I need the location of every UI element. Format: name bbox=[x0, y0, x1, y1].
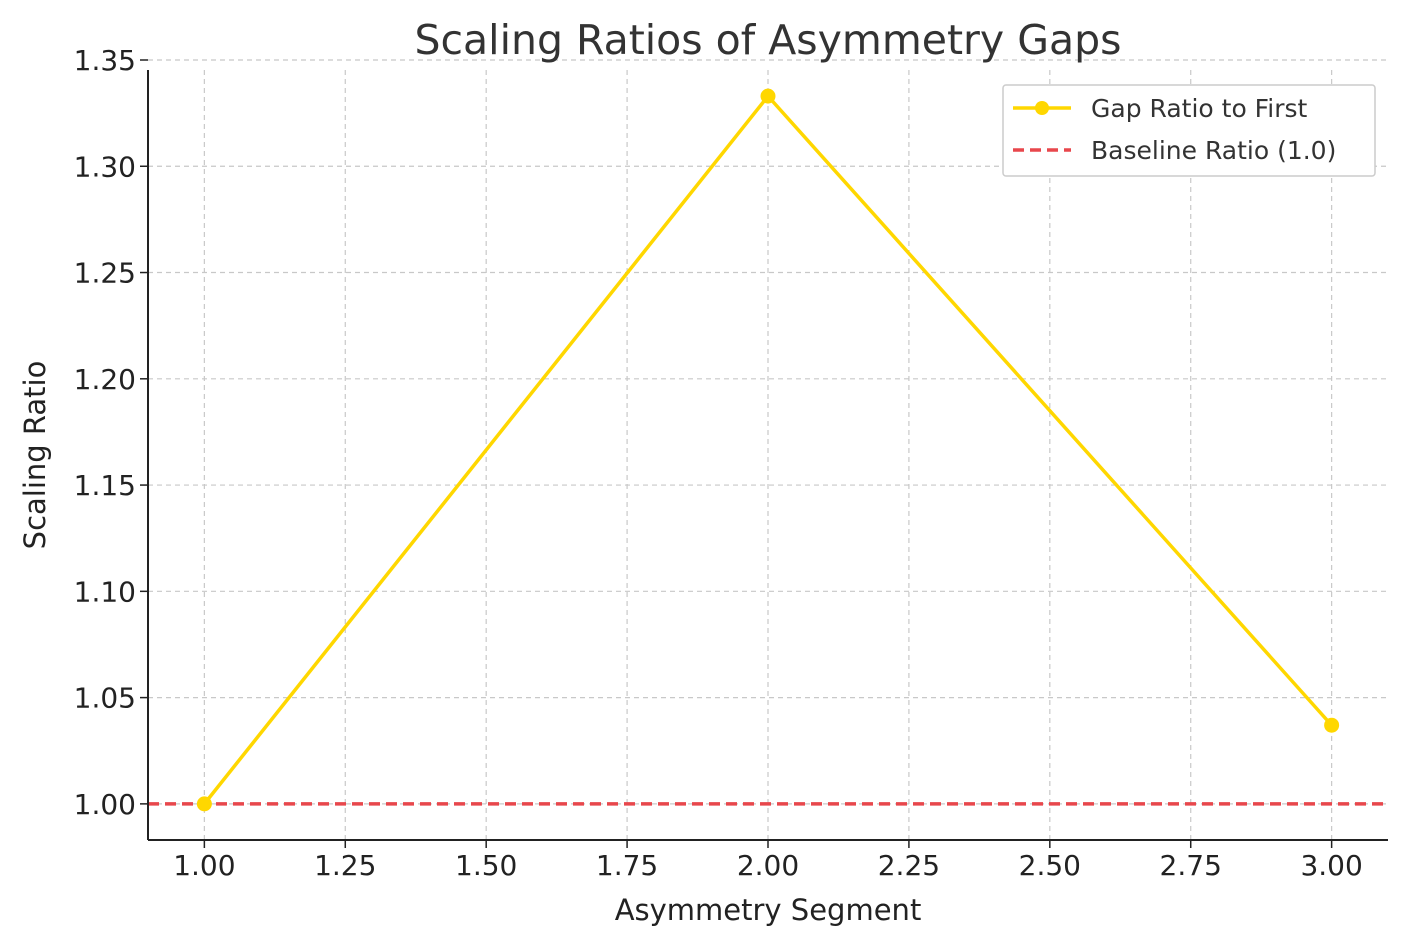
legend: Gap Ratio to First Baseline Ratio (1.0) bbox=[1002, 84, 1376, 177]
x-tick-label: 2.25 bbox=[878, 849, 940, 882]
y-tick-label: 1.05 bbox=[74, 682, 136, 715]
x-tick-label: 2.75 bbox=[1160, 849, 1222, 882]
series-layer bbox=[196, 88, 1340, 812]
x-tick-label: 3.00 bbox=[1300, 849, 1362, 882]
axes bbox=[140, 59, 1388, 848]
data-point bbox=[760, 88, 776, 104]
x-tick-label: 1.25 bbox=[314, 849, 376, 882]
legend-label-baseline: Baseline Ratio (1.0) bbox=[1091, 136, 1336, 165]
x-tick-label: 1.50 bbox=[455, 849, 517, 882]
legend-label-gap-ratio: Gap Ratio to First bbox=[1091, 94, 1307, 123]
y-tick-label: 1.15 bbox=[74, 469, 136, 502]
y-tick-label: 1.25 bbox=[74, 257, 136, 290]
y-tick-label: 1.20 bbox=[74, 363, 136, 396]
y-tick-label: 1.30 bbox=[74, 150, 136, 183]
y-axis-label: Scaling Ratio bbox=[18, 361, 52, 550]
tick-labels: 1.00 1.25 1.50 1.75 2.00 2.25 2.50 2.75 3.00 1.00… bbox=[74, 44, 1363, 882]
x-tick-label: 1.75 bbox=[596, 849, 658, 882]
y-tick-label: 1.00 bbox=[74, 788, 136, 821]
y-tick-label: 1.35 bbox=[74, 44, 136, 77]
x-axis-label: Asymmetry Segment bbox=[615, 893, 922, 927]
y-tick-label: 1.10 bbox=[74, 575, 136, 608]
data-point bbox=[196, 796, 212, 812]
legend-marker-gap-ratio bbox=[1035, 101, 1049, 115]
x-tick-label: 1.00 bbox=[173, 849, 235, 882]
data-point bbox=[1324, 717, 1340, 733]
grid bbox=[148, 59, 1388, 840]
chart-title: Scaling Ratios of Asymmetry Gaps bbox=[414, 16, 1121, 64]
x-tick-label: 2.00 bbox=[737, 849, 799, 882]
x-tick-label: 2.50 bbox=[1019, 849, 1081, 882]
legend-frame bbox=[1002, 84, 1376, 177]
